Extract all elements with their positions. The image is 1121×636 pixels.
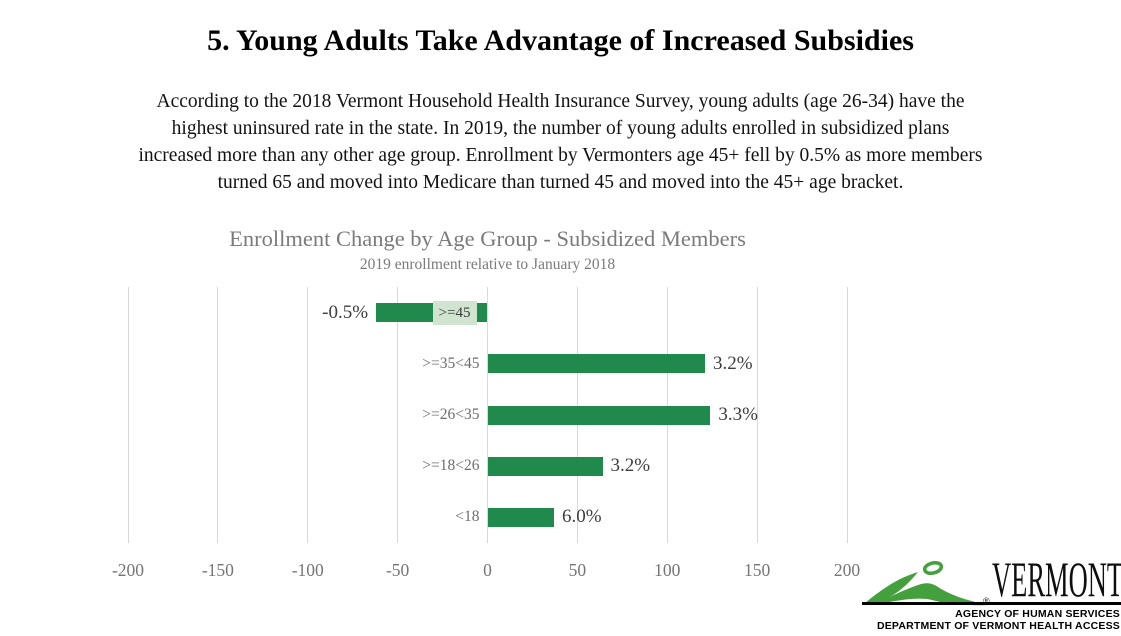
chart-title: Enrollment Change by Age Group - Subsidi…: [229, 226, 746, 251]
logo-department-line: DEPARTMENT OF VERMONT HEALTH ACCESS: [876, 620, 1120, 632]
bar->=26<35: [487, 405, 711, 425]
value-label: 6.0%: [562, 506, 602, 528]
x-tick-label: -100: [291, 560, 324, 580]
mountain-icon: [864, 560, 989, 606]
bar-<18: [487, 507, 554, 527]
x-tick-label: 50: [568, 560, 587, 580]
logo-brand-text: VERMONT: [992, 551, 1121, 607]
x-tick-label: -150: [201, 560, 234, 580]
intro-line-1: According to the 2018 Vermont Household …: [156, 91, 965, 112]
category-label: >=35<45: [422, 354, 480, 372]
gridline: [846, 287, 848, 543]
intro-paragraph: According to the 2018 Vermont Household …: [38, 88, 1083, 196]
x-tick-label: -200: [111, 560, 145, 580]
x-axis: -200 -150 -100 -50 0 50 100 150 200: [112, 560, 860, 584]
page-title: 5. Young Adults Take Advantage of Increa…: [207, 24, 914, 57]
gridline: [397, 287, 399, 543]
x-tick-label: 100: [654, 560, 681, 580]
value-label: 3.3%: [718, 404, 758, 425]
bar->=18<26: [487, 456, 603, 476]
category-label: <18: [455, 508, 480, 526]
chart-subtitle: 2019 enrollment relative to January 2018: [359, 256, 616, 273]
gridline: [217, 287, 219, 543]
category-label: >=18<26: [422, 457, 480, 475]
gridline: [307, 287, 309, 543]
category-label: >=26<35: [422, 406, 480, 423]
x-tick-label: 200: [833, 560, 861, 580]
vermont-logo: VERMONT ® AGENCY OF HUMAN SERVICES DEPAR…: [862, 554, 1121, 634]
plot-area: >=45 -0.5% >=35<45 3.2% >=26<35 3.3% >=18<26 3.…: [127, 287, 848, 543]
intro-line-3: increased more than any other age group.…: [138, 145, 983, 166]
gridline: [127, 287, 129, 543]
x-tick-label: 0: [483, 560, 492, 580]
logo-divider: [862, 602, 1121, 605]
bar->=35<45: [487, 354, 705, 374]
x-tick-label: -50: [385, 560, 410, 580]
value-label: 3.2%: [712, 352, 753, 374]
intro-line-4: turned 65 and moved into Medicare than t…: [217, 172, 904, 193]
value-label: 3.2%: [610, 455, 651, 477]
gridline: [756, 287, 758, 543]
value-label: -0.5%: [322, 301, 369, 323]
logo-agency-line: AGENCY OF HUMAN SERVICES: [955, 608, 1120, 620]
registered-mark: ®: [983, 596, 990, 606]
intro-line-2: highest uninsured rate in the state. In …: [171, 118, 950, 139]
x-tick-label: 150: [744, 560, 771, 580]
category-label: >=45: [432, 300, 477, 325]
